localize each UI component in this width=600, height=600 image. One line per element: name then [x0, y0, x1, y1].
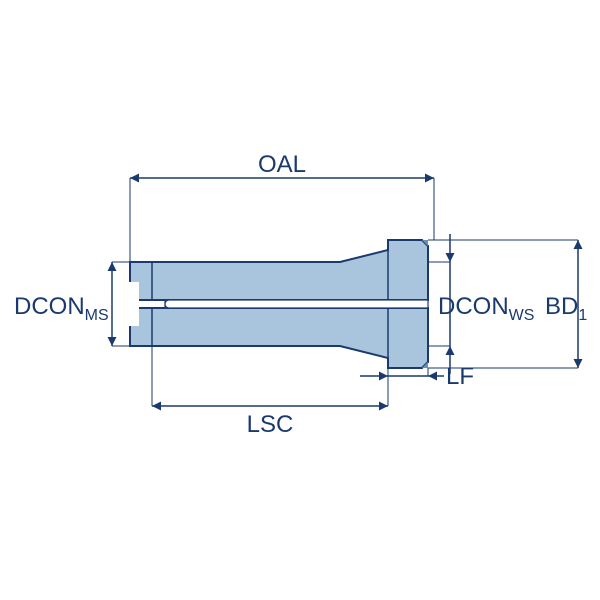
slot [165, 300, 428, 308]
part-half [130, 308, 428, 368]
svg-text:OAL: OAL [258, 151, 306, 178]
svg-text:LSC: LSC [247, 411, 294, 438]
part-half [130, 240, 428, 300]
svg-text:BD1: BD1 [545, 293, 587, 324]
collet-part [129, 240, 428, 368]
svg-text:DCONMS: DCONMS [14, 293, 109, 324]
svg-text:DCONWS: DCONWS [438, 293, 534, 324]
